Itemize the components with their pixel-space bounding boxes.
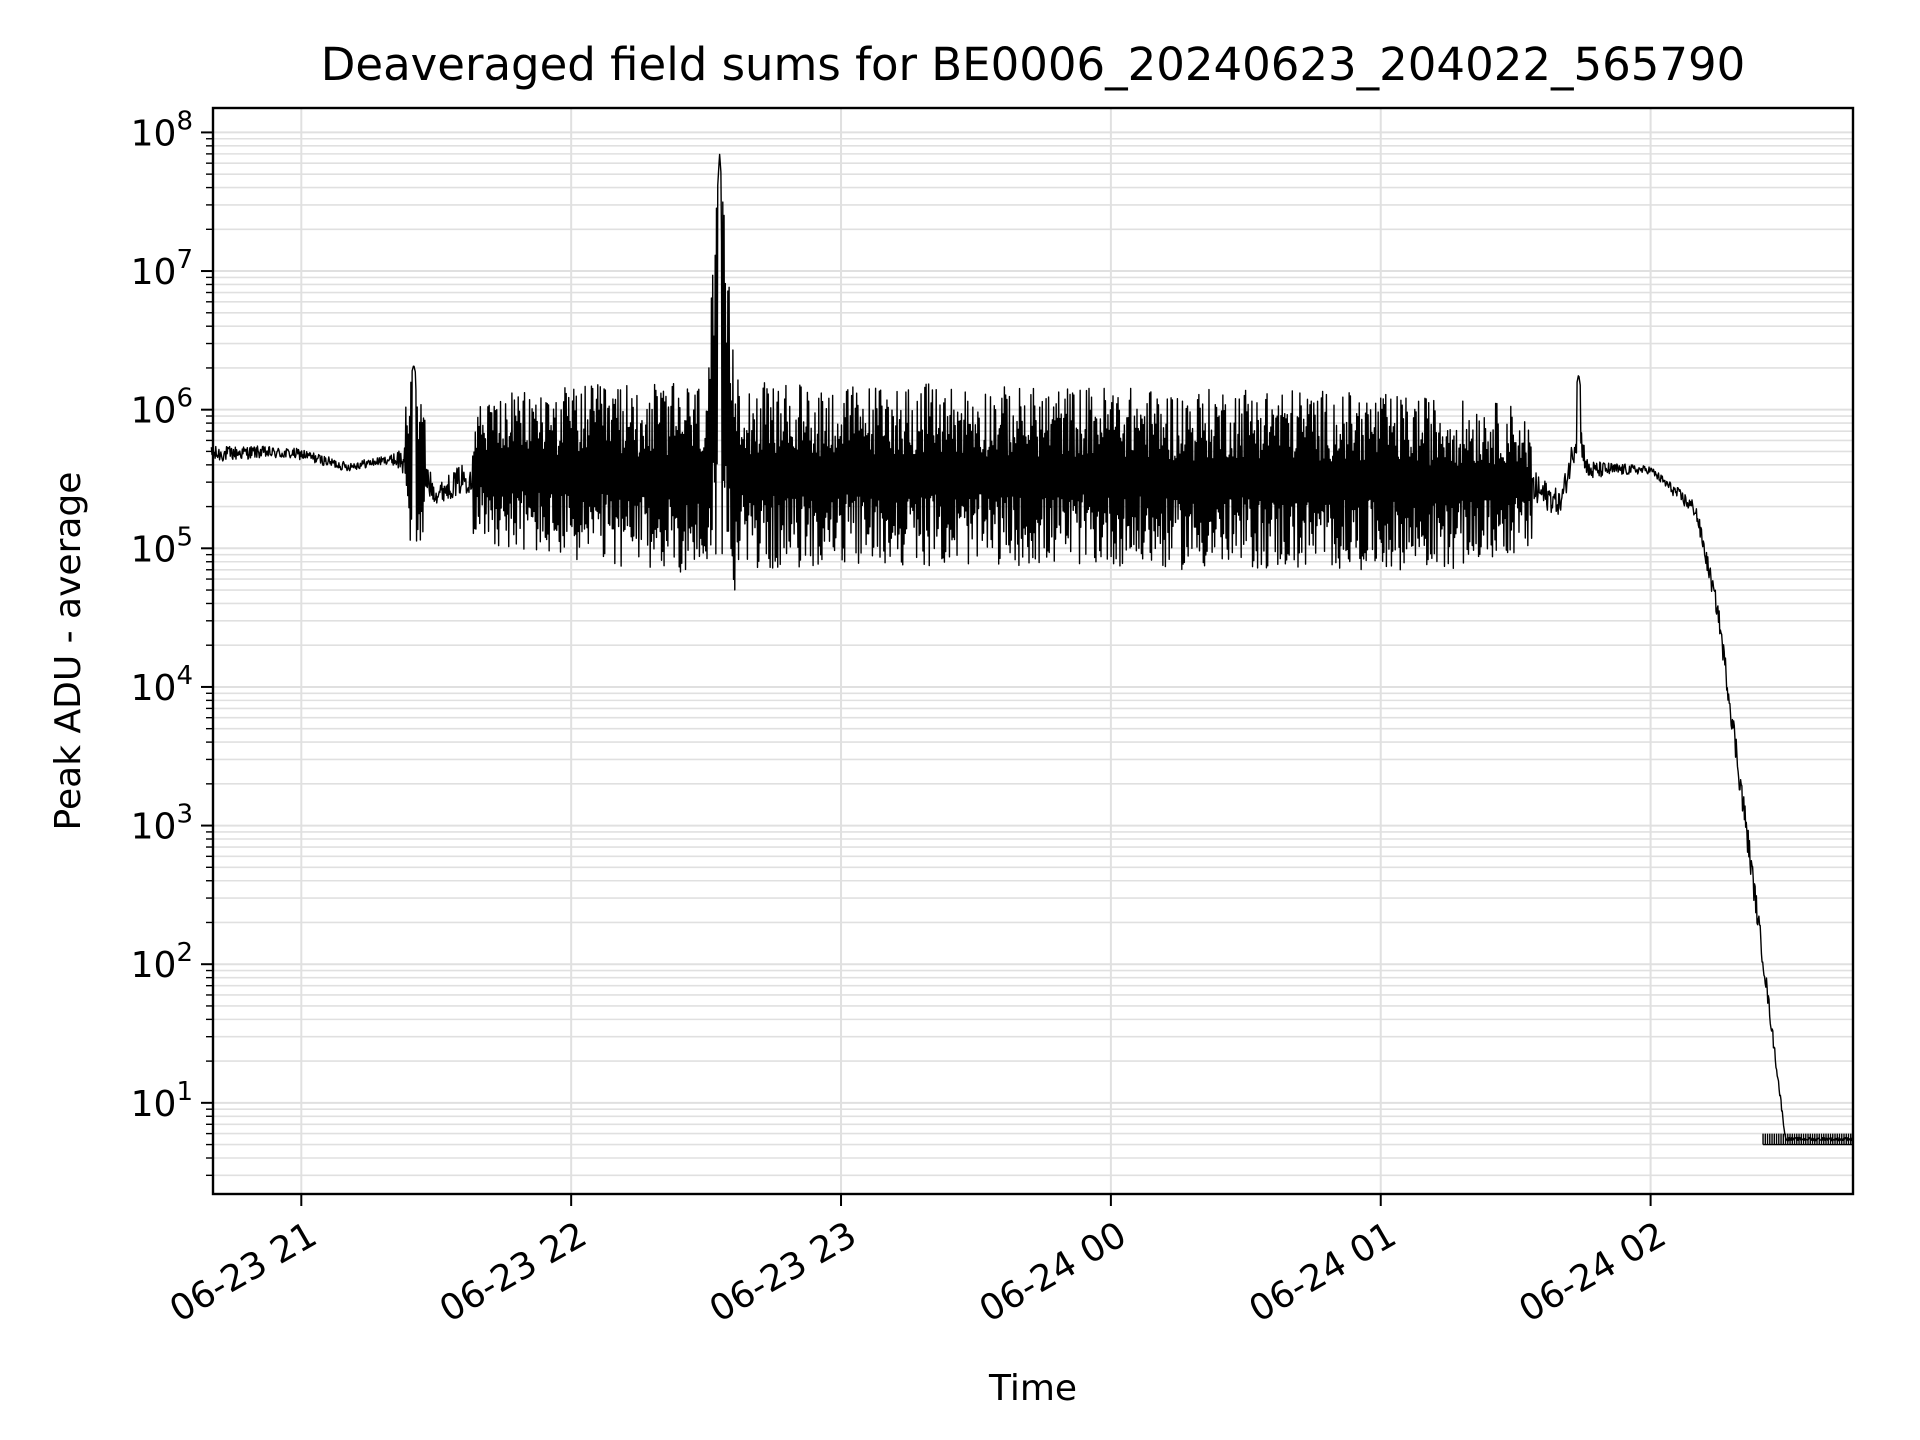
y-tick-label-exponent: 2 <box>176 938 193 968</box>
data-layer <box>210 153 1854 1146</box>
y-tick-label-base: 10 <box>131 668 177 709</box>
series-line <box>210 153 1854 1142</box>
y-tick-label-base: 10 <box>131 945 177 986</box>
y-tick-label: 101 <box>131 1077 193 1125</box>
plot-frame <box>211 106 1855 1196</box>
y-tick-label-base: 10 <box>131 807 177 848</box>
y-tick-label-exponent: 7 <box>176 245 193 275</box>
y-tick-label-base: 10 <box>131 391 177 432</box>
grid-layer <box>213 108 1853 1194</box>
x-axis-label: Time <box>988 1368 1077 1409</box>
y-tick-label: 107 <box>131 245 193 293</box>
y-tick-label: 106 <box>131 384 193 432</box>
y-tick-label-exponent: 3 <box>176 800 193 830</box>
y-tick-label-exponent: 5 <box>176 522 193 552</box>
y-tick-label: 104 <box>131 661 193 709</box>
y-tick-label: 108 <box>131 106 193 154</box>
y-tick-label-base: 10 <box>131 252 177 293</box>
y-tick-label-exponent: 4 <box>176 661 193 691</box>
y-tick-label-exponent: 8 <box>176 106 193 136</box>
chart-title: Deaveraged field sums for BE0006_2024062… <box>321 38 1746 91</box>
y-tick-label-exponent: 1 <box>176 1077 193 1107</box>
y-tick-label: 102 <box>131 938 193 986</box>
y-tick-label: 103 <box>131 800 193 848</box>
series-tail <box>1762 1133 1854 1146</box>
y-tick-label-exponent: 6 <box>176 384 193 414</box>
y-axis-label: Peak ADU - average <box>48 472 89 831</box>
y-tick-label-base: 10 <box>131 113 177 154</box>
y-tick-label-base: 10 <box>131 1084 177 1125</box>
y-tick-label-base: 10 <box>131 529 177 570</box>
y-tick-label: 105 <box>131 522 193 570</box>
